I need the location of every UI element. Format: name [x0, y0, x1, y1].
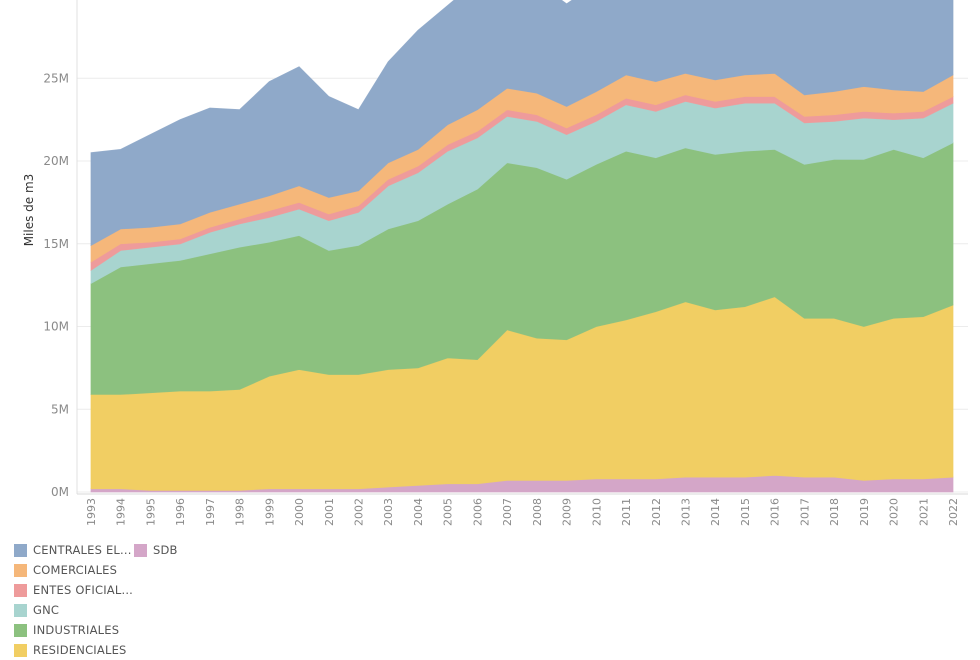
y-axis-title: Miles de m3	[22, 174, 36, 247]
area-centrales-el[interactable]	[90, 0, 954, 247]
x-tick-label: 2008	[531, 498, 544, 526]
x-tick-label: 2004	[412, 498, 425, 526]
y-tick-label: 20M	[43, 154, 69, 168]
legend-item[interactable]: CENTRALES EL...	[14, 542, 132, 558]
legend-swatch	[14, 563, 27, 577]
x-tick-label: 2014	[709, 498, 722, 526]
legend-label: COMERCIALES	[33, 563, 118, 577]
legend-label: RESIDENCIALES	[33, 643, 127, 657]
x-tick-label: 2015	[739, 498, 752, 526]
legend-label: CENTRALES EL...	[33, 543, 132, 557]
legend-swatch	[14, 603, 27, 617]
legend-label: SDB	[153, 543, 178, 557]
x-tick-label: 2001	[323, 498, 336, 526]
x-tick-label: 1993	[85, 498, 98, 526]
y-tick-label: 25M	[43, 71, 69, 85]
y-tick-label: 10M	[43, 320, 69, 334]
y-tick-label: 0M	[51, 485, 69, 499]
x-tick-label: 2007	[501, 498, 514, 526]
x-tick-label: 2017	[798, 498, 811, 526]
legend-swatch	[134, 543, 147, 557]
legend-swatch	[14, 543, 27, 557]
legend: CENTRALES EL... SDB COMERCIALES ENTES OFICI…	[14, 542, 314, 660]
x-tick-label: 2003	[382, 498, 395, 526]
stacked-area-chart: 0M 5M 10M 15M 20M 25M 1993 1994 1995 1996 1997 1998…	[22, 0, 968, 526]
x-tick-label: 2011	[620, 498, 633, 526]
axes: 0M 5M 10M 15M 20M 25M 1993 1994 1995 1996 1997 1998…	[43, 0, 968, 526]
x-tick-label: 2002	[353, 498, 366, 526]
x-tick-label: 1996	[174, 498, 187, 526]
x-tick-label: 1995	[144, 498, 157, 526]
x-tick-label: 2000	[293, 498, 306, 526]
x-tick-label: 2022	[947, 498, 960, 526]
x-tick-label: 2016	[769, 498, 782, 526]
x-tick-label: 2013	[680, 498, 693, 526]
x-tick-label: 1997	[204, 498, 217, 526]
x-tick-label: 2010	[590, 498, 603, 526]
legend-label: INDUSTRIALES	[33, 623, 120, 637]
legend-item[interactable]: INDUSTRIALES	[14, 622, 119, 638]
x-tick-label: 2019	[858, 498, 871, 526]
legend-swatch	[14, 583, 27, 597]
legend-label: GNC	[33, 603, 60, 617]
x-tick-label: 2021	[917, 498, 930, 526]
area-series-layer	[90, 0, 954, 493]
y-tick-label: 15M	[43, 237, 69, 251]
x-tick-label: 1994	[115, 498, 128, 526]
legend-item[interactable]: COMERCIALES	[14, 562, 117, 578]
legend-swatch	[14, 623, 27, 637]
legend-item[interactable]: RESIDENCIALES	[14, 642, 127, 658]
legend-item[interactable]: SDB	[134, 542, 178, 558]
x-tick-label: 1998	[234, 498, 247, 526]
y-tick-label: 5M	[51, 402, 69, 416]
x-tick-label: 2009	[561, 498, 574, 526]
x-tick-label: 1999	[263, 498, 276, 526]
x-tick-label: 2006	[471, 498, 484, 526]
x-tick-label: 2020	[888, 498, 901, 526]
x-tick-label: 2018	[828, 498, 841, 526]
legend-item[interactable]: GNC	[14, 602, 59, 618]
x-tick-label: 2005	[442, 498, 455, 526]
legend-item[interactable]: ENTES OFICIAL...	[14, 582, 133, 598]
legend-swatch	[14, 643, 27, 657]
legend-label: ENTES OFICIAL...	[33, 583, 134, 597]
x-tick-label: 2012	[650, 498, 663, 526]
